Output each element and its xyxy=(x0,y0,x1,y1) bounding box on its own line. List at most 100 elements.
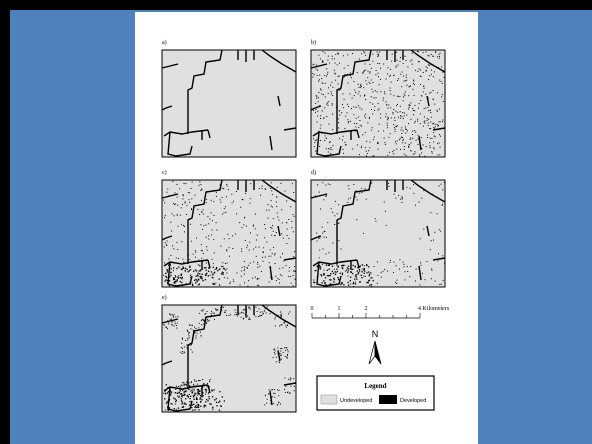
dot xyxy=(247,315,249,317)
dot xyxy=(438,56,440,57)
dot xyxy=(198,327,200,329)
dot xyxy=(286,222,288,224)
dot xyxy=(163,324,165,326)
dot xyxy=(348,106,350,107)
dot xyxy=(286,228,288,230)
dot xyxy=(324,277,327,279)
dot xyxy=(175,325,177,326)
dot xyxy=(236,272,238,274)
dot xyxy=(401,198,403,200)
dot xyxy=(363,268,365,269)
dot xyxy=(379,63,381,65)
dot xyxy=(323,117,325,119)
dot xyxy=(164,217,165,219)
dot xyxy=(288,313,289,315)
dot xyxy=(395,65,397,67)
dot xyxy=(355,91,357,93)
dot xyxy=(183,394,185,396)
dot xyxy=(364,94,366,96)
dot xyxy=(379,51,381,53)
dot xyxy=(226,262,228,264)
dot xyxy=(181,241,183,243)
dot xyxy=(428,65,430,67)
dot xyxy=(317,115,319,117)
dot xyxy=(291,183,293,185)
dot xyxy=(271,234,273,236)
dot xyxy=(287,353,288,355)
dot xyxy=(430,91,432,93)
dot xyxy=(410,137,412,139)
dot xyxy=(315,150,317,152)
dot xyxy=(280,313,282,315)
dot xyxy=(427,137,428,138)
dot xyxy=(187,271,189,273)
dot xyxy=(393,272,394,273)
dot xyxy=(371,127,373,129)
dot xyxy=(168,258,170,260)
dot xyxy=(206,249,208,251)
dot xyxy=(435,52,437,54)
dot xyxy=(196,401,198,404)
dot xyxy=(282,253,283,255)
dot xyxy=(243,270,245,272)
dot xyxy=(344,141,346,143)
dot xyxy=(185,270,187,272)
dot xyxy=(212,266,214,268)
dot xyxy=(366,153,368,155)
dot xyxy=(240,270,242,272)
dot xyxy=(195,398,198,400)
dot xyxy=(291,227,293,229)
dot xyxy=(185,183,187,185)
dot xyxy=(198,259,200,261)
dot xyxy=(180,393,182,395)
dot xyxy=(393,149,395,151)
dot xyxy=(318,79,320,81)
dot xyxy=(226,196,227,198)
dot xyxy=(232,248,234,249)
dot xyxy=(178,275,180,277)
dot xyxy=(376,91,378,93)
dot xyxy=(397,111,399,113)
dot xyxy=(189,192,191,194)
dot xyxy=(205,262,207,264)
dot xyxy=(290,206,292,208)
dot xyxy=(241,248,242,250)
dot xyxy=(261,315,263,317)
dot xyxy=(427,122,429,124)
dot xyxy=(415,139,417,141)
dot xyxy=(194,269,197,271)
dot xyxy=(380,91,382,93)
dot xyxy=(249,308,251,310)
dot xyxy=(201,324,203,326)
dot xyxy=(179,188,181,190)
dot xyxy=(181,281,183,284)
dot xyxy=(240,316,242,318)
dot xyxy=(199,398,201,400)
dot xyxy=(243,260,245,262)
dot xyxy=(292,214,294,215)
dot xyxy=(194,326,196,328)
dot xyxy=(175,316,177,318)
dot xyxy=(242,309,244,311)
dot xyxy=(417,138,419,140)
dot xyxy=(315,68,317,70)
dot xyxy=(204,279,207,281)
dot xyxy=(219,268,221,270)
dot xyxy=(167,386,169,388)
dot xyxy=(322,248,324,250)
dot xyxy=(377,275,379,276)
dot xyxy=(343,76,345,78)
dot xyxy=(208,398,210,400)
dot xyxy=(183,225,185,227)
dot xyxy=(206,322,208,324)
dot xyxy=(197,406,200,408)
dot xyxy=(337,52,339,54)
dot xyxy=(188,270,190,272)
dot xyxy=(182,395,184,396)
dot xyxy=(200,275,203,278)
dot xyxy=(441,204,443,206)
dot xyxy=(191,351,193,353)
dot xyxy=(341,272,344,274)
dot xyxy=(232,235,234,237)
dot xyxy=(332,272,335,274)
